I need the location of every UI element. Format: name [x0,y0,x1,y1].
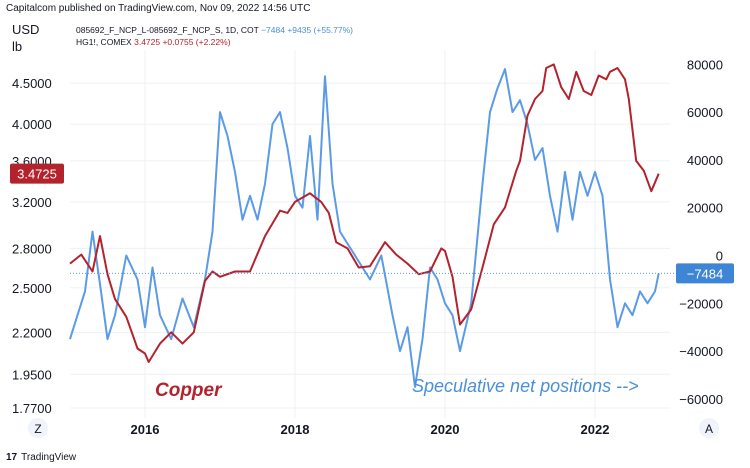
legend-row-positions[interactable]: 085692_F_NCP_L-085692_F_NCP_S, 1D, COT −… [76,25,353,35]
annotation-copper: Copper [155,380,223,401]
tradingview-logo-icon: 17 [6,452,18,463]
last-value-label-positions: −7484 [687,266,724,281]
right-axis-tick-label: 80000 [687,57,723,72]
x-axis-tick-label: 2018 [281,422,310,437]
legend-row-copper[interactable]: HG1!, COMEX 3.4725 +0.0755 (+2.22%) [76,37,231,47]
right-axis-tick-label: −40000 [679,344,723,359]
left-axis-tick-label: 4.5000 [12,76,52,91]
scale-button-left[interactable]: Z [34,422,41,436]
series-line-speculative-positions[interactable] [69,68,660,388]
last-value-label-copper: 3.4725 [17,167,57,182]
legend-values-positions: −7484 +9435 (+55.77%) [261,25,354,35]
right-axis-tick-label: 20000 [687,201,723,216]
currency-unit-label: USD [12,22,40,37]
last-value-badge-positions [676,263,734,284]
right-axis-tick-label: 0 [716,249,723,264]
x-axis-tick-label: 2020 [431,422,460,437]
legend-symbol-positions: 085692_F_NCP_L-085692_F_NCP_S, 1D, COT [76,25,259,35]
left-axis-tick-label: 4.0000 [12,117,52,132]
scale-button-right[interactable]: A [705,422,713,436]
tradingview-logo-text: TradingView [21,452,77,463]
x-axis-tick-label: 2016 [131,422,160,437]
left-axis-tick-label: 1.9500 [12,367,52,382]
series-line-copper[interactable] [69,63,660,363]
right-axis-tick-label: −60000 [679,392,723,407]
scale-button-right-bg[interactable] [699,418,719,438]
x-axis-tick-label: 2022 [581,422,610,437]
legend-symbol-copper: HG1!, COMEX [76,37,132,47]
tradingview-logo[interactable]: 17 TradingView [6,452,76,463]
scale-button-left-bg[interactable] [28,418,48,438]
right-axis-tick-label: −20000 [679,296,723,311]
right-axis-tick-label: 60000 [687,105,723,120]
left-axis-tick-label: 1.7700 [12,401,52,416]
legend-values-copper: 3.4725 +0.0755 (+2.22%) [134,37,231,47]
weight-unit-label: lb [12,39,23,54]
right-axis-tick-label: 40000 [687,153,723,168]
last-value-badge-copper [10,163,64,184]
left-axis-tick-label: 3.2000 [12,195,52,210]
publisher-header: Capitalcom published on TradingView.com,… [6,3,311,14]
left-axis-tick-label: 2.2000 [12,325,52,340]
left-axis-tick-label: 2.8000 [12,241,52,256]
left-axis-tick-label: 2.5000 [12,281,52,296]
annotation-speculative-positions: Speculative net positions --> [412,376,639,396]
